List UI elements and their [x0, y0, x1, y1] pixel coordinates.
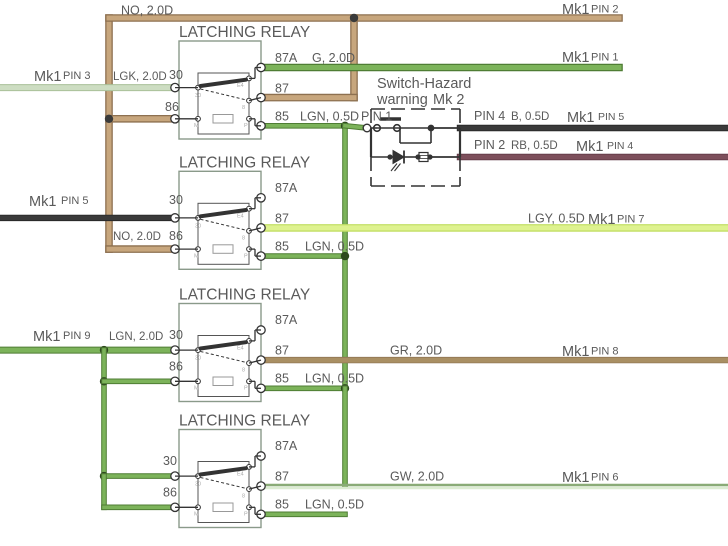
- svg-text:85: 85: [275, 498, 289, 512]
- svg-text:30: 30: [169, 193, 183, 207]
- svg-text:NO, 2.0D: NO, 2.0D: [113, 231, 161, 243]
- svg-text:PIN 5: PIN 5: [598, 111, 624, 123]
- svg-text:PIN 7: PIN 7: [617, 214, 645, 226]
- svg-text:87: 87: [275, 82, 289, 96]
- svg-text:RB, 0.5D: RB, 0.5D: [511, 140, 558, 152]
- svg-text:PIN 4: PIN 4: [607, 140, 633, 152]
- svg-text:87A: 87A: [275, 313, 298, 327]
- svg-text:Mk1: Mk1: [33, 329, 60, 345]
- svg-text:B, 0.5D: B, 0.5D: [511, 111, 549, 123]
- svg-text:PIN 2: PIN 2: [591, 4, 619, 16]
- svg-text:LATCHING RELAY: LATCHING RELAY: [179, 154, 310, 171]
- svg-text:87: 87: [275, 470, 289, 484]
- svg-text:Mk1: Mk1: [562, 2, 589, 18]
- svg-text:87: 87: [275, 344, 289, 358]
- svg-text:PIN 1: PIN 1: [361, 110, 392, 124]
- svg-text:LGN, 2.0D: LGN, 2.0D: [109, 331, 163, 343]
- svg-text:Mk1: Mk1: [34, 69, 61, 85]
- svg-text:LGN, 0.5D: LGN, 0.5D: [305, 372, 364, 386]
- svg-text:Mk1: Mk1: [562, 470, 589, 486]
- svg-text:G, 2.0D: G, 2.0D: [312, 51, 355, 65]
- svg-text:PIN 1: PIN 1: [591, 52, 619, 64]
- svg-text:PIN 5: PIN 5: [61, 195, 89, 207]
- svg-text:LGN, 0.5D: LGN, 0.5D: [305, 240, 364, 254]
- svg-text:85: 85: [275, 110, 289, 124]
- svg-text:LGN, 0.5D: LGN, 0.5D: [305, 498, 364, 512]
- svg-text:LGN, 0.5D: LGN, 0.5D: [300, 110, 359, 124]
- svg-text:86: 86: [169, 360, 183, 374]
- svg-text:30: 30: [169, 328, 183, 342]
- svg-text:LGY, 0.5D: LGY, 0.5D: [528, 212, 585, 226]
- svg-text:LATCHING RELAY: LATCHING RELAY: [179, 287, 310, 304]
- svg-text:PIN 6: PIN 6: [591, 472, 619, 484]
- svg-text:87: 87: [275, 212, 289, 226]
- svg-text:30: 30: [163, 454, 177, 468]
- svg-text:30: 30: [169, 68, 183, 82]
- svg-text:85: 85: [275, 240, 289, 254]
- svg-text:87A: 87A: [275, 439, 298, 453]
- svg-text:87A: 87A: [275, 181, 298, 195]
- svg-text:Mk1: Mk1: [29, 194, 56, 210]
- svg-text:LATCHING RELAY: LATCHING RELAY: [179, 24, 310, 41]
- svg-text:Mk1: Mk1: [562, 50, 589, 66]
- svg-text:PIN 2: PIN 2: [474, 138, 505, 152]
- svg-text:GW, 2.0D: GW, 2.0D: [390, 470, 444, 484]
- svg-text:Switch-Hazard: Switch-Hazard: [377, 76, 471, 92]
- svg-text:GR, 2.0D: GR, 2.0D: [390, 344, 442, 358]
- svg-text:PIN 9: PIN 9: [63, 330, 91, 342]
- svg-text:Mk1: Mk1: [588, 212, 615, 228]
- svg-text:LATCHING RELAY: LATCHING RELAY: [179, 413, 310, 430]
- svg-text:Mk1: Mk1: [567, 110, 594, 126]
- svg-text:87A: 87A: [275, 51, 298, 65]
- svg-text:Mk1: Mk1: [562, 344, 589, 360]
- svg-text:LGK, 2.0D: LGK, 2.0D: [113, 71, 167, 83]
- svg-text:PIN 8: PIN 8: [591, 346, 619, 358]
- svg-text:Mk 2: Mk 2: [433, 92, 464, 108]
- svg-text:Mk1: Mk1: [576, 139, 603, 155]
- svg-text:warning: warning: [376, 92, 428, 108]
- svg-text:86: 86: [165, 100, 179, 114]
- svg-text:86: 86: [169, 229, 183, 243]
- svg-text:86: 86: [163, 486, 177, 500]
- svg-text:PIN 3: PIN 3: [63, 70, 91, 82]
- svg-text:PIN 4: PIN 4: [474, 109, 505, 123]
- svg-text:85: 85: [275, 372, 289, 386]
- svg-text:NO, 2.0D: NO, 2.0D: [121, 4, 173, 18]
